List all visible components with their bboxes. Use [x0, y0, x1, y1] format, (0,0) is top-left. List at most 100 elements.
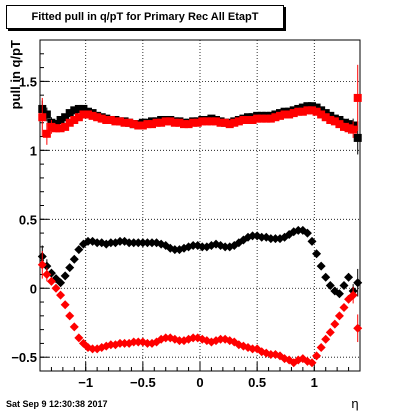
data-point-square: [230, 118, 239, 127]
data-point-square: [298, 107, 307, 116]
data-point-diamond: [270, 234, 280, 244]
data-point-diamond: [348, 290, 358, 300]
data-point-square: [326, 115, 335, 124]
data-point-square: [330, 117, 339, 126]
data-point-square: [280, 110, 289, 119]
data-point-diamond: [174, 336, 184, 346]
chart-title: Fitted pull in q/pT for Primary Rec All …: [6, 5, 284, 29]
y-tick-label: 0: [30, 281, 37, 296]
data-point-square: [271, 113, 280, 122]
data-point-square: [120, 118, 129, 127]
data-point-diamond: [266, 349, 276, 359]
data-point-square: [289, 109, 298, 118]
data-point-diamond: [334, 289, 344, 299]
data-point-square: [79, 104, 88, 113]
data-point-diamond: [353, 278, 363, 288]
data-point-diamond: [42, 269, 52, 279]
data-point-square: [61, 113, 70, 122]
data-point-diamond: [248, 231, 258, 241]
y-tick-label: 1.5: [19, 74, 37, 89]
y-axis-label: pull in q/pT: [8, 40, 23, 109]
data-point-square: [56, 115, 65, 124]
data-point-square: [353, 93, 362, 102]
data-point-diamond: [46, 276, 56, 286]
data-point-diamond: [307, 236, 317, 246]
data-point-diamond: [51, 283, 61, 293]
data-point-square: [234, 117, 243, 126]
data-point-diamond: [56, 290, 66, 300]
data-point-square: [225, 120, 234, 129]
data-point-diamond: [74, 245, 84, 255]
data-point-diamond: [83, 236, 93, 246]
data-point-square: [42, 129, 51, 138]
axis-labels: −1 −0.5 0 0.5 1 −0.5 0 0.5 1 1.5 η pull in q/pT: [8, 40, 359, 411]
data-point-diamond: [147, 238, 157, 248]
data-point-diamond: [60, 300, 70, 310]
data-point-square: [42, 110, 51, 119]
axis-ticks: [39, 39, 361, 372]
data-point-square: [157, 118, 166, 127]
data-point-square: [170, 118, 179, 127]
data-point-square: [321, 109, 330, 118]
data-point-square: [340, 122, 348, 131]
data-point-square: [70, 106, 79, 115]
data-point-diamond: [133, 337, 143, 347]
data-point-square: [193, 118, 202, 127]
data-point-diamond: [161, 333, 171, 343]
data-point-square: [79, 110, 88, 119]
x-axis-label: η: [351, 396, 358, 411]
series-3: [37, 251, 363, 368]
data-point-square: [38, 113, 47, 122]
data-point-square: [317, 106, 326, 115]
data-point-square: [61, 122, 70, 131]
series-2: [37, 225, 363, 299]
data-point-square: [189, 118, 198, 127]
data-point-diamond: [339, 303, 349, 313]
data-point-diamond: [312, 351, 322, 361]
y-tick-label: −0.5: [11, 350, 37, 365]
data-point-square: [161, 117, 170, 126]
data-point-square: [116, 117, 124, 126]
data-point-diamond: [120, 338, 130, 348]
data-point-square: [253, 114, 262, 123]
data-point-diamond: [37, 260, 47, 270]
data-point-diamond: [69, 322, 79, 332]
data-point-diamond: [170, 245, 180, 255]
data-point-diamond: [133, 238, 143, 248]
footer-timestamp: Sat Sep 9 12:30:38 2017: [6, 399, 108, 409]
data-point-diamond: [220, 242, 230, 252]
data-point-diamond: [248, 344, 258, 354]
data-point-diamond: [325, 327, 335, 337]
data-point-square: [70, 115, 79, 124]
data-point-diamond: [197, 242, 207, 252]
data-point-diamond: [138, 238, 148, 248]
data-point-diamond: [129, 337, 139, 347]
data-point-square: [74, 113, 83, 122]
data-point-square: [202, 117, 211, 126]
data-point-square: [353, 133, 362, 142]
data-point-diamond: [316, 343, 326, 353]
data-point-diamond: [69, 254, 79, 264]
series-1: [38, 64, 362, 145]
data-point-diamond: [321, 272, 331, 282]
data-point-diamond: [56, 278, 66, 288]
data-point-diamond: [266, 234, 276, 244]
data-point-square: [303, 106, 312, 115]
data-point-square: [166, 117, 175, 126]
data-point-square: [285, 110, 294, 119]
data-points: [37, 64, 363, 368]
data-point-diamond: [257, 232, 267, 242]
data-point-diamond: [142, 338, 152, 348]
data-point-diamond: [339, 280, 349, 290]
data-point-diamond: [106, 340, 116, 350]
data-point-diamond: [334, 311, 344, 321]
data-point-square: [262, 114, 271, 123]
data-point-diamond: [115, 338, 125, 348]
data-point-square: [308, 102, 316, 111]
data-point-diamond: [92, 238, 102, 248]
data-point-diamond: [216, 334, 226, 344]
data-point-square: [74, 104, 83, 113]
data-point-diamond: [188, 333, 198, 343]
data-point-square: [248, 115, 257, 124]
